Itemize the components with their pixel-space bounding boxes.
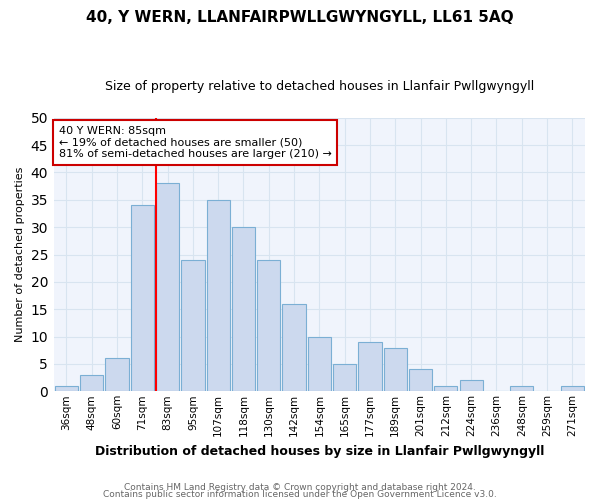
Bar: [333, 364, 356, 392]
Bar: [80, 375, 103, 392]
Bar: [131, 206, 154, 392]
Bar: [460, 380, 483, 392]
Title: Size of property relative to detached houses in Llanfair Pwllgwyngyll: Size of property relative to detached ho…: [105, 80, 534, 93]
Bar: [206, 200, 230, 392]
Bar: [561, 386, 584, 392]
Text: 40, Y WERN, LLANFAIRPWLLGWYNGYLL, LL61 5AQ: 40, Y WERN, LLANFAIRPWLLGWYNGYLL, LL61 5…: [86, 10, 514, 25]
Bar: [434, 386, 457, 392]
Text: 40 Y WERN: 85sqm
← 19% of detached houses are smaller (50)
81% of semi-detached : 40 Y WERN: 85sqm ← 19% of detached house…: [59, 126, 332, 159]
Bar: [308, 336, 331, 392]
Bar: [283, 304, 306, 392]
Bar: [156, 184, 179, 392]
Bar: [232, 227, 255, 392]
Bar: [510, 386, 533, 392]
Bar: [257, 260, 280, 392]
X-axis label: Distribution of detached houses by size in Llanfair Pwllgwyngyll: Distribution of detached houses by size …: [95, 444, 544, 458]
Bar: [181, 260, 205, 392]
Bar: [358, 342, 382, 392]
Text: Contains public sector information licensed under the Open Government Licence v3: Contains public sector information licen…: [103, 490, 497, 499]
Text: Contains HM Land Registry data © Crown copyright and database right 2024.: Contains HM Land Registry data © Crown c…: [124, 484, 476, 492]
Bar: [106, 358, 128, 392]
Y-axis label: Number of detached properties: Number of detached properties: [15, 167, 25, 342]
Bar: [55, 386, 78, 392]
Bar: [409, 370, 432, 392]
Bar: [383, 348, 407, 392]
